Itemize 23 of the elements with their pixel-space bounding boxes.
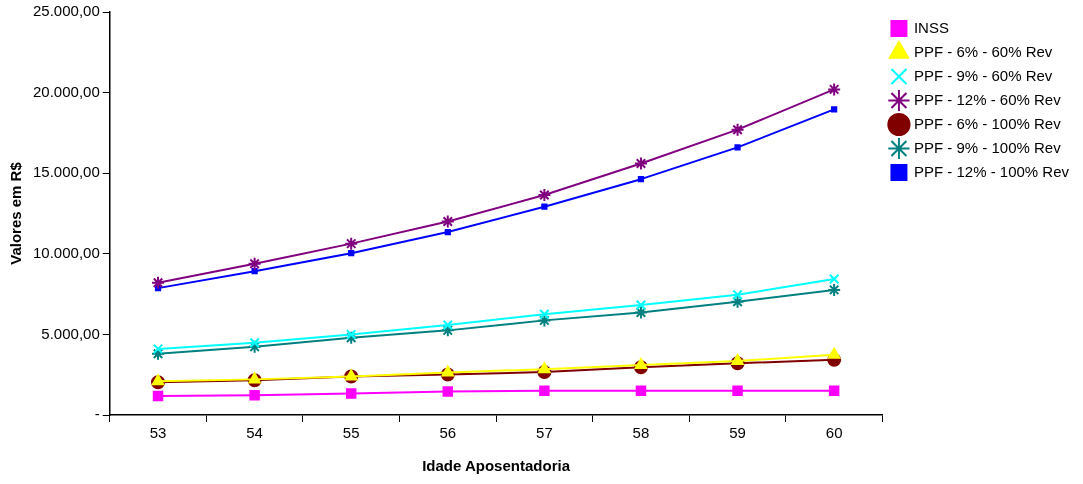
y-tick-label: 25.000,00 [33,2,100,20]
legend-label: PPF - 12% - 100% Rev [913,162,1070,180]
legend-label: PPF - 9% - 60% Rev [913,66,1053,84]
x-tick-label: 53 [149,424,167,442]
x-tick-label: 60 [825,424,843,442]
y-tick-label: 15.000,00 [33,163,100,181]
x-tick-label: 54 [246,424,263,442]
x-tick-label: 59 [729,424,746,442]
legend-label: PPF - 9% - 100% Rev [913,138,1062,156]
x-tick-label: 58 [632,424,650,442]
legend-label: PPF - 12% - 60% Rev [913,90,1062,108]
x-tick-label: 56 [439,424,457,442]
legend-label: PPF - 6% - 100% Rev [913,114,1062,132]
y-axis-title: Valores em R$ [7,161,25,265]
legend-label: PPF - 6% - 60% Rev [913,42,1053,60]
x-tick-label: 55 [342,424,360,442]
legend-label: INSS [913,18,949,36]
x-axis-title: Idade Aposentadoria [422,457,571,475]
y-tick-label: 10.000,00 [33,243,100,261]
y-tick-label: 5.000,00 [41,324,100,342]
y-tick-label: 20.000,00 [33,82,100,100]
y-tick-label: - [94,405,100,423]
x-tick-label: 57 [536,424,553,442]
